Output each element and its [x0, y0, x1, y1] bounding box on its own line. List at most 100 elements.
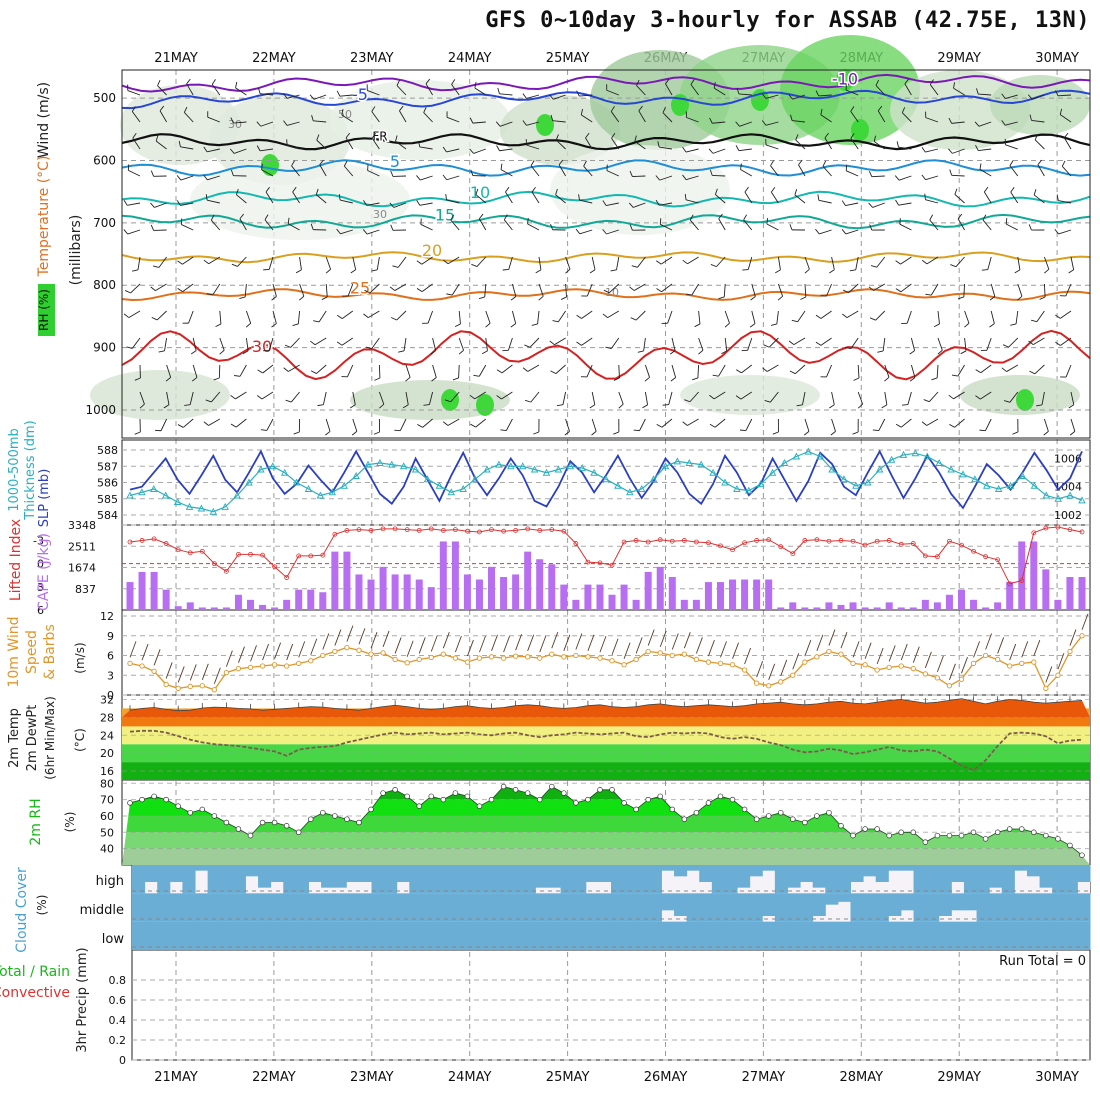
wind-barb-flag [390, 170, 394, 177]
li-point [501, 528, 506, 534]
wind-point [1043, 685, 1049, 692]
wind-barb [423, 112, 433, 123]
wind-barb [183, 418, 194, 428]
rh-point [440, 796, 447, 803]
li-point [139, 538, 145, 543]
pressure-tick: 1000 [85, 403, 116, 417]
rh-point [380, 790, 386, 796]
wind-10m-barb [804, 639, 812, 657]
cape-bar [415, 579, 423, 610]
temperature-contour-label: 10 [470, 183, 490, 202]
cloud-cell-high [774, 865, 788, 894]
wind-10m-barb [864, 642, 872, 659]
cloud-cell-middle [434, 893, 448, 922]
wind-barb [316, 364, 327, 374]
wind-barb-flag [260, 429, 267, 431]
ua-axis-millibars: (millibars) [68, 215, 84, 286]
wind-barb-flag [206, 293, 213, 296]
cape-bar [656, 566, 664, 610]
wind-barb [186, 83, 194, 96]
cloud-cell-low [585, 921, 599, 950]
wind-barb [446, 148, 460, 153]
wind-barb-flag [803, 431, 810, 436]
wind-barb [475, 418, 487, 428]
wind-barb [511, 283, 517, 297]
wind-point [163, 681, 169, 688]
wind-barb [290, 337, 300, 348]
thickness-point [566, 462, 575, 470]
wind-barb [606, 170, 619, 177]
wind-barb [724, 310, 730, 324]
wind-barb-flag [1068, 269, 1074, 274]
cape-bar [247, 599, 255, 610]
wind-10m-barb [985, 633, 993, 650]
wind-barb [314, 337, 327, 346]
cloud-cell-low [308, 921, 322, 950]
wind-point [609, 658, 615, 664]
cloud-cell-low [951, 921, 965, 950]
wind-barb-flag [949, 169, 953, 176]
li-point [706, 540, 711, 546]
wind-barb-flag [662, 404, 669, 406]
wind-barb-flag [895, 260, 901, 265]
wind-barb [128, 169, 141, 177]
wind-point [645, 648, 651, 655]
wind-barb [1060, 337, 1072, 346]
rh-point [127, 800, 133, 806]
wind-barb [797, 310, 806, 322]
wind-barb [643, 337, 646, 351]
wind-barb [1017, 283, 1023, 297]
wind-barb [804, 283, 807, 298]
wind-point [1019, 660, 1025, 667]
cloud-tick: high [96, 874, 124, 889]
cloud-cell-low [510, 921, 524, 950]
rh-point [729, 796, 736, 803]
wind-barb-flag [829, 404, 835, 409]
cloud-cell-low [1014, 921, 1028, 950]
thickness-point [602, 475, 610, 483]
series-line-thickness [129, 450, 1083, 513]
wind-barb-flag [256, 121, 262, 127]
cape-bar [801, 607, 809, 610]
wind-barb-flag [710, 264, 717, 268]
wind-barb-flag [341, 109, 344, 116]
rh-point [946, 832, 953, 839]
wind-10m-barb [912, 646, 920, 663]
wind-barb-flag [591, 431, 597, 436]
cloud-cell-low [737, 921, 751, 950]
wind-barb-flag [351, 431, 358, 436]
li-point [537, 528, 543, 533]
cape-bar [970, 599, 978, 610]
thickness-point [471, 475, 479, 483]
wind-barb-flag [535, 269, 542, 274]
wind-barb-flag [503, 214, 508, 221]
thk-axis-1: 1000-500mb [7, 428, 22, 512]
cloud-cell-middle [913, 893, 927, 922]
rh-point [681, 816, 688, 822]
temperature-contour [121, 159, 1091, 177]
wind-barb [690, 84, 699, 96]
wind-barb [616, 256, 620, 270]
thickness-point [899, 450, 908, 458]
wind-point [296, 660, 302, 667]
cape-bar [234, 594, 242, 610]
cloud-cell-low [547, 921, 562, 950]
wind-barb [850, 138, 859, 150]
wind-barb [244, 283, 247, 297]
cloud-cell-middle [535, 893, 549, 922]
wind-10m-barb [1021, 641, 1029, 658]
wind-point [994, 656, 1001, 663]
cloud-cell-low [182, 921, 196, 950]
wind-barb-flag [989, 323, 995, 328]
wind-barb-flag [842, 313, 848, 319]
li-point [922, 553, 928, 559]
wind-barb-flag [794, 188, 798, 195]
cloud-cell-high [636, 865, 650, 894]
wind-point [958, 676, 965, 682]
wind-barb [634, 141, 646, 150]
wind-10m-barb [587, 634, 595, 651]
wind-barb-flag [153, 265, 160, 268]
temperature-contour [121, 190, 1091, 208]
wind-10m-barb [322, 633, 330, 650]
cloud-cell-middle [1026, 893, 1041, 922]
